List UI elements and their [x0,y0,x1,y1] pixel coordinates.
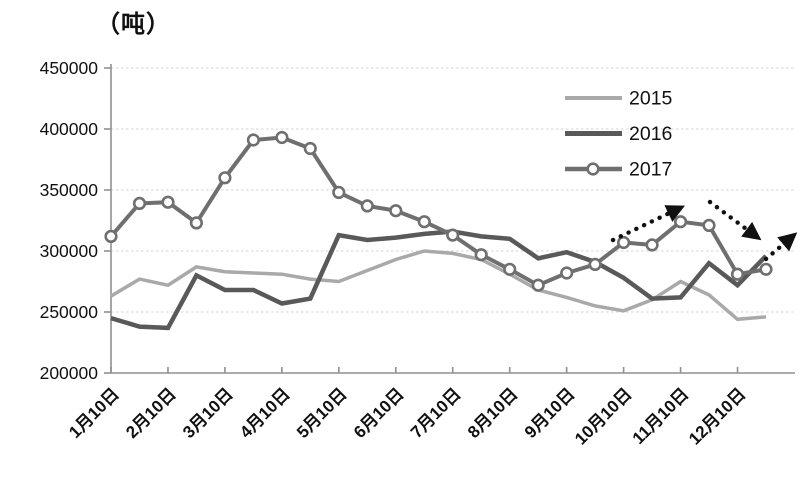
x-tick-label: 10月10日 [571,384,635,448]
series-marker-2017 [560,266,574,280]
trend-up-year-end-arrow [763,232,798,262]
x-tick-label: 8月10日 [464,384,522,442]
trend-down-dec-arrow [707,199,762,241]
series-marker-2017 [616,235,631,250]
legend-label-2015: 2015 [629,88,673,110]
y-tick-label: 350000 [40,180,99,200]
series-marker-2017 [759,262,773,276]
series-marker-2017 [360,199,374,213]
series-marker-2017 [417,215,431,229]
series-marker-2017 [730,267,745,281]
series-marker-2017 [645,238,659,252]
y-tick-label: 300000 [40,241,99,261]
y-tick-label: 250000 [40,302,99,322]
series-marker-2017 [702,218,716,232]
series-marker-2017 [474,248,488,262]
x-tick-label: 3月10日 [179,384,237,442]
series-marker-2017 [132,196,147,210]
x-tick-label: 2月10日 [122,384,180,442]
series-marker-2017 [303,141,317,156]
x-tick-label: 7月10日 [407,384,465,442]
y-tick-label: 400000 [40,119,99,139]
chart-title: （吨） [96,11,171,38]
x-tick-label: 5月10日 [293,384,351,442]
x-tick-label: 12月10日 [685,384,749,448]
series-marker-2017 [332,185,346,199]
x-tick-label: 1月10日 [65,384,123,442]
series-marker-2017 [503,262,517,276]
series-marker-2017 [161,195,175,209]
series-marker-2017 [588,257,602,272]
legend-marker-2017 [586,162,600,176]
series-marker-2017 [673,215,688,229]
trend-up-oct-nov-arrow [610,205,686,243]
series-marker-2017 [189,216,203,230]
x-tick-label: 4月10日 [236,384,294,442]
series-marker-2017 [104,229,118,243]
series-line-2015 [110,249,767,322]
legend-label-2016: 2016 [629,123,672,145]
series-marker-2017 [389,204,403,218]
legend-label-2017: 2017 [629,159,672,181]
y-tick-label: 450000 [40,58,99,78]
x-tick-label: 6月10日 [350,384,408,442]
series-marker-2017 [446,228,460,242]
series-marker-2017 [531,278,545,292]
series-marker-2017 [218,171,232,185]
x-tick-label: 11月10日 [629,384,693,448]
series-marker-2017 [246,133,260,147]
x-tick-label: 9月10日 [521,384,579,442]
series-marker-2017 [275,130,289,145]
y-tick-label: 200000 [40,363,99,383]
series-line-2016 [110,229,768,331]
